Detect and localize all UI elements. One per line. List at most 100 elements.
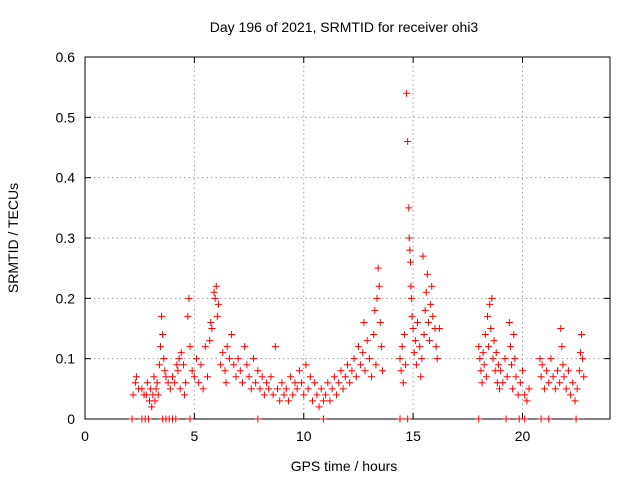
data-point — [562, 385, 570, 393]
data-point — [509, 385, 517, 393]
data-point — [161, 367, 169, 375]
data-point — [485, 343, 493, 351]
chart-title: Day 196 of 2021, SRMTID for receiver ohi… — [210, 19, 479, 35]
data-point — [417, 373, 425, 381]
data-point — [397, 367, 405, 375]
data-point — [131, 379, 139, 387]
data-point — [416, 343, 424, 351]
data-point — [341, 373, 349, 381]
data-point — [538, 361, 546, 369]
data-point — [508, 361, 516, 369]
data-point — [580, 373, 588, 381]
series-SRMTID — [129, 89, 588, 411]
data-point — [193, 355, 201, 363]
data-point — [339, 385, 347, 393]
data-point — [195, 379, 203, 387]
data-point — [172, 415, 180, 423]
data-point — [365, 355, 373, 363]
data-point — [129, 391, 137, 399]
data-point — [333, 391, 341, 399]
data-point — [516, 379, 524, 387]
data-point — [128, 415, 136, 423]
data-point — [361, 367, 369, 375]
data-point — [254, 415, 262, 423]
data-point — [564, 367, 572, 375]
axis-ticks: 0 0.1 0.2 0.3 0.4 0.5 0.6 0 5 10 15 20 — [56, 49, 610, 444]
data-point — [245, 373, 253, 381]
data-point — [510, 331, 518, 339]
y-tick-label: 0.3 — [56, 230, 76, 246]
data-point — [171, 379, 179, 387]
data-points — [128, 89, 588, 423]
data-point — [225, 355, 233, 363]
data-point — [537, 415, 545, 423]
data-point — [144, 415, 152, 423]
data-point — [480, 361, 488, 369]
data-point — [304, 385, 312, 393]
y-tick-label: 0.2 — [56, 290, 76, 306]
data-point — [363, 337, 371, 345]
data-point — [406, 246, 414, 254]
data-point — [169, 373, 176, 381]
data-point — [173, 361, 181, 369]
data-point — [182, 379, 190, 387]
data-point — [411, 337, 419, 345]
data-point — [313, 391, 321, 399]
data-point — [221, 367, 229, 375]
x-axis-label: GPS time / hours — [291, 458, 398, 474]
data-point — [337, 367, 345, 375]
data-point — [138, 385, 146, 393]
data-point — [132, 373, 140, 381]
data-point — [497, 367, 505, 375]
x-tick-label: 0 — [81, 428, 89, 444]
data-point — [479, 349, 487, 357]
data-point — [300, 391, 308, 399]
data-point — [422, 288, 430, 296]
data-point — [435, 325, 443, 332]
data-point — [252, 379, 260, 387]
data-point — [523, 397, 531, 405]
data-point — [179, 361, 187, 369]
data-point — [567, 391, 575, 399]
data-point — [319, 415, 327, 423]
data-point — [426, 337, 434, 345]
data-point — [412, 361, 420, 369]
data-point — [206, 337, 214, 345]
data-point — [298, 379, 306, 387]
data-point — [545, 379, 553, 387]
data-point — [315, 403, 323, 411]
data-point — [243, 361, 251, 369]
data-point — [142, 391, 150, 399]
data-point — [150, 373, 158, 381]
data-point — [287, 373, 295, 381]
data-point — [234, 355, 242, 363]
data-point — [573, 385, 581, 393]
data-point — [407, 258, 414, 266]
data-point — [423, 270, 431, 278]
data-point — [505, 318, 513, 326]
y-tick-label: 0.4 — [56, 170, 76, 186]
data-point — [575, 367, 583, 375]
data-point — [571, 397, 579, 405]
data-point — [175, 355, 183, 363]
data-point — [148, 403, 156, 411]
data-point — [176, 385, 184, 393]
data-point — [256, 385, 264, 393]
data-point — [556, 379, 564, 387]
data-point — [181, 391, 189, 399]
data-point — [228, 331, 236, 339]
data-point — [174, 367, 182, 375]
data-point — [545, 415, 553, 423]
data-point — [282, 385, 290, 393]
data-point — [484, 312, 491, 320]
data-point — [420, 331, 428, 339]
data-point — [373, 294, 381, 302]
data-point — [554, 367, 561, 375]
data-point — [278, 379, 286, 387]
data-point — [521, 391, 529, 399]
data-point — [537, 373, 545, 381]
data-point — [482, 373, 490, 381]
x-tick-label: 15 — [405, 428, 421, 444]
data-point — [184, 312, 192, 320]
data-point — [475, 343, 483, 351]
